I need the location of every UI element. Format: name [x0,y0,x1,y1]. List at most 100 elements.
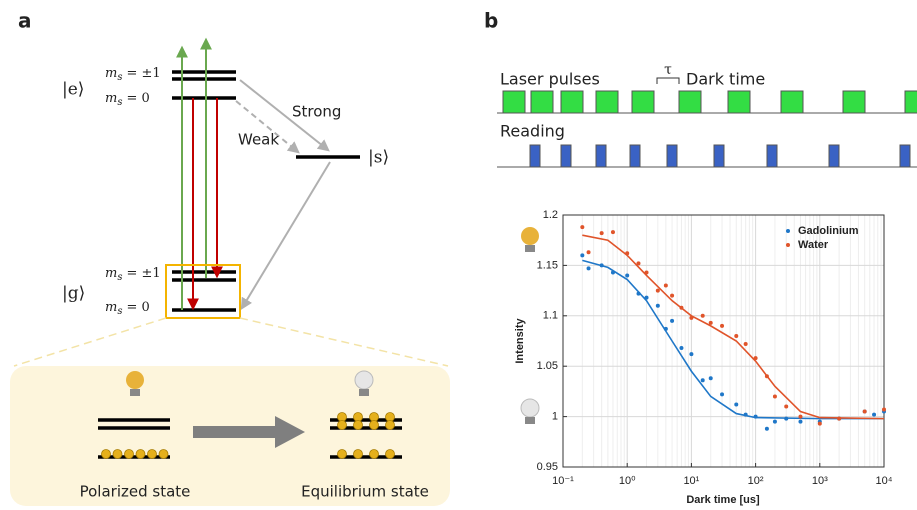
point [636,291,641,296]
ball [147,449,157,459]
bulb [521,227,539,252]
point [663,326,668,331]
point [679,346,684,351]
point [663,283,668,288]
subscript: s [117,306,122,317]
x-tick-label: 10¹ [683,475,699,487]
tau-bracket [656,77,680,84]
state-label: |e⟩ [62,80,84,100]
pulse [595,90,619,114]
point [764,426,769,431]
pulse [780,90,804,114]
state-label: |s⟩ [368,148,389,168]
transition-label: Strong [292,103,341,121]
point [586,266,591,271]
point [798,419,803,424]
x-tick-label: 10² [748,475,764,487]
bulb [520,398,540,424]
transitions [176,37,331,311]
point [772,394,777,399]
point [679,305,684,310]
point [862,409,867,414]
pulse [842,90,866,114]
plot-area [563,215,884,467]
subscript: s [117,72,122,83]
point [817,421,822,426]
ball [135,449,146,459]
bulb [354,370,374,396]
pulse [904,90,917,114]
point [655,303,660,308]
point [599,263,604,268]
legend-marker [786,229,790,233]
x-axis-label: Dark time [us] [686,494,760,506]
pulse [828,144,840,168]
point [772,419,777,424]
point [689,352,694,357]
transition-label: Weak [238,131,279,149]
symbol: m [105,66,117,81]
sublevel-label: ms = ±1 [105,266,161,283]
point [764,374,769,379]
pulse [529,144,541,168]
state-label: |g⟩ [62,284,85,304]
point [625,273,630,278]
point [625,251,630,256]
legend-label: Gadolinium [798,225,859,237]
x-tick-label: 10⁴ [876,475,893,487]
arrow [240,161,331,311]
pulse [766,144,778,168]
point [580,225,585,230]
pulse [899,144,911,168]
panel-label: a [18,9,32,33]
legend-label: Water [798,239,829,251]
chart: Intensity Dark time [us] 10⁻¹ 10⁰ 10¹ 10² 10… [514,209,893,506]
y-tick-label: 1.05 [537,360,558,372]
highlight-box [165,264,241,319]
ball [158,449,169,459]
pulse [631,90,655,114]
symbol: m [105,300,117,315]
arrow [239,79,330,152]
point [636,261,641,266]
point [644,270,649,275]
symbol: m [105,266,117,281]
pulse [713,144,725,168]
x-tick-label: 10³ [812,475,828,487]
ball [112,449,123,459]
relation: = ±1 [126,266,160,281]
zoom-line [13,317,167,367]
point [586,250,591,255]
ball [337,449,347,459]
subscript: s [117,272,122,283]
bulb [126,371,144,396]
point [784,416,789,421]
point [720,323,725,328]
point [798,414,803,419]
point [700,313,705,318]
fit-curve [582,234,885,420]
inset-caption: Polarized state [80,483,191,501]
pulse [530,90,554,114]
point [743,412,748,417]
x-tick-label: 10⁻¹ [552,475,574,487]
ball [369,449,379,459]
symbol: m [105,91,117,106]
y-axis-label: Intensity [514,318,526,364]
pulse [629,144,641,168]
point [753,414,758,419]
point [610,270,615,275]
y-tick-label: 1.1 [543,310,558,322]
tau-label: τ [664,62,672,78]
pulse [666,144,678,168]
point [670,318,675,323]
pulse [678,90,702,114]
relation: = 0 [126,91,149,106]
panel-label: b [484,9,498,33]
pulse-baseline [497,144,917,168]
y-tick-label: 0.95 [537,461,558,473]
pulse [560,90,584,114]
point [644,295,649,300]
